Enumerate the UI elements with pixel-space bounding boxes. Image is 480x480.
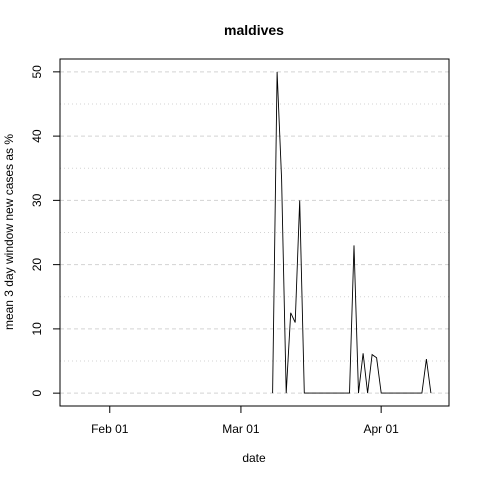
y-tick-label: 50 — [30, 65, 44, 79]
plot-frame — [59, 58, 450, 407]
data-series — [272, 71, 432, 394]
y-tick-label: 10 — [30, 322, 44, 336]
x-axis-label: date — [242, 451, 266, 465]
y-tick-label: 30 — [30, 193, 44, 207]
y-axis: 0 10 20 30 40 50 — [30, 65, 60, 396]
x-tick-label: Apr 01 — [363, 422, 399, 436]
x-axis: Feb 01 Mar 01 Apr 01 — [91, 406, 399, 436]
series-line — [272, 71, 432, 394]
grid — [60, 71, 449, 394]
y-tick-label: 20 — [30, 258, 44, 272]
y-tick-label: 0 — [30, 389, 44, 396]
y-tick-label: 40 — [30, 129, 44, 143]
chart-title: maldives — [224, 22, 284, 38]
x-tick-label: Mar 01 — [222, 422, 260, 436]
y-axis-label: mean 3 day window new cases as % — [2, 134, 16, 330]
x-tick-label: Feb 01 — [91, 422, 129, 436]
